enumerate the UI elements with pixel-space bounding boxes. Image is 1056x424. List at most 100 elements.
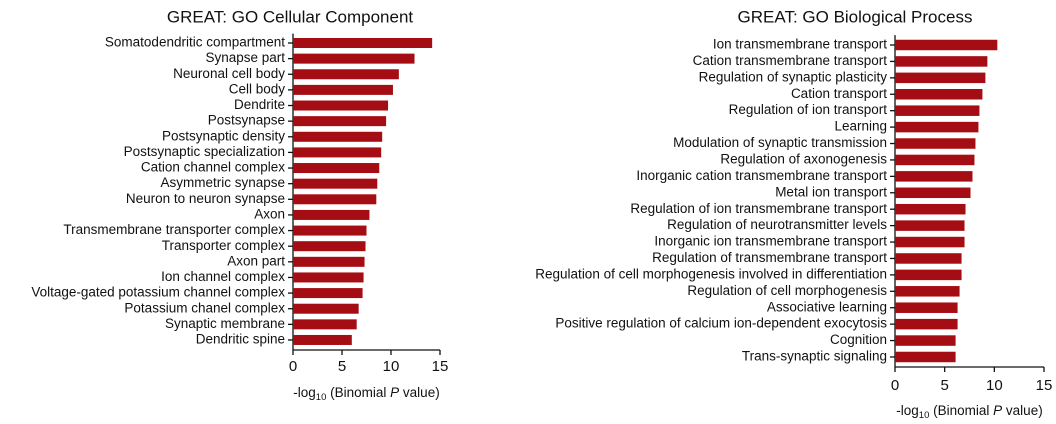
category-label: Ion transmembrane transport	[713, 37, 887, 52]
category-label: Associative learning	[767, 299, 887, 314]
bar	[293, 38, 433, 48]
bar	[895, 121, 979, 133]
bar	[895, 253, 962, 264]
x-axis-label: -log10 (Binomial P value)	[293, 385, 439, 403]
x-axis-label: -log10 (Binomial P value)	[896, 403, 1042, 421]
x-axis-label-part: P	[390, 385, 399, 400]
category-label: Synaptic membrane	[165, 316, 285, 331]
bar	[293, 241, 366, 252]
bar	[293, 272, 364, 283]
bar	[895, 187, 971, 199]
category-label: Voltage-gated potassium channel complex	[31, 285, 285, 300]
category-label: Regulation of transmembrane transport	[652, 250, 887, 265]
category-label: Cation transport	[791, 86, 887, 101]
x-tick-label: 0	[891, 377, 899, 394]
chart-title: GREAT: GO Biological Process	[738, 7, 973, 26]
x-axis-label-part: P	[993, 403, 1002, 418]
bar	[293, 334, 352, 345]
bar	[895, 351, 956, 363]
category-label: Transporter complex	[162, 238, 286, 253]
category-label: Postsynaptic density	[162, 128, 285, 143]
bar	[293, 53, 415, 64]
bar	[895, 138, 976, 149]
bar	[895, 105, 980, 116]
bar	[293, 256, 365, 267]
category-label: Synapse part	[205, 50, 285, 65]
category-label: Inorganic cation transmembrane transport	[636, 168, 887, 183]
bar	[895, 236, 965, 248]
x-axis-label-part: 10	[316, 392, 327, 403]
bar	[293, 194, 377, 205]
category-label: Postsynapse	[208, 113, 285, 128]
bar	[895, 286, 960, 297]
x-tick-label: 5	[338, 358, 346, 375]
category-label: Inorganic ion transmembrane transport	[654, 234, 887, 249]
category-label: Trans-synaptic signaling	[742, 349, 887, 364]
bar	[293, 209, 370, 220]
x-tick-label: 5	[940, 377, 948, 394]
x-axis-label-part: 10	[919, 410, 930, 421]
category-label: Regulation of synaptic plasticity	[699, 69, 888, 84]
bar	[293, 303, 359, 314]
category-label: Dendritic spine	[196, 332, 285, 347]
category-label: Regulation of cell morphogenesis involve…	[535, 266, 887, 281]
x-axis-label-part: (Binomial	[929, 403, 993, 418]
bar	[293, 116, 387, 127]
category-label: Neuron to neuron synapse	[126, 191, 285, 206]
x-axis-label-part: -log	[293, 385, 316, 400]
bar	[293, 288, 363, 299]
bar	[293, 69, 399, 80]
x-tick-label: 10	[986, 377, 1003, 394]
bar	[895, 56, 988, 67]
bar	[895, 302, 958, 313]
bar	[293, 84, 393, 95]
chart-title: GREAT: GO Cellular Component	[167, 7, 414, 26]
x-tick-label: 0	[289, 358, 297, 375]
category-label: Cation transmembrane transport	[693, 53, 888, 68]
bar	[895, 318, 958, 330]
category-label: Cognition	[830, 332, 887, 347]
category-label: Regulation of cell morphogenesis	[687, 283, 887, 298]
category-label: Regulation of neurotransmitter levels	[667, 217, 887, 232]
bar	[895, 220, 965, 231]
category-label: Potassium chanel complex	[124, 300, 285, 315]
category-label: Cell body	[229, 81, 286, 96]
category-label: Regulation of axonogenesis	[720, 152, 887, 167]
x-tick-label: 15	[432, 358, 449, 375]
bar	[293, 319, 357, 330]
bar	[293, 178, 378, 189]
bar	[895, 171, 973, 182]
category-label: Ion channel complex	[161, 269, 285, 284]
bar	[293, 225, 367, 236]
category-label: Dendrite	[234, 97, 285, 112]
category-label: Modulation of synaptic transmission	[673, 135, 887, 150]
bar	[895, 39, 998, 51]
category-label: Regulation of ion transport	[729, 102, 888, 117]
category-label: Neuronal cell body	[173, 66, 285, 81]
x-axis-label-part: value)	[1002, 403, 1043, 418]
bar	[293, 100, 389, 111]
x-axis-label-part: value)	[399, 385, 440, 400]
category-label: Learning	[834, 119, 887, 134]
bar	[895, 203, 966, 215]
x-tick-label: 10	[383, 358, 400, 375]
category-label: Postsynaptic specialization	[124, 144, 285, 159]
bar	[895, 72, 986, 84]
category-label: Metal ion transport	[775, 184, 887, 199]
x-axis-label-part: (Binomial	[326, 385, 390, 400]
x-tick-label: 15	[1036, 377, 1053, 394]
bar	[293, 163, 380, 174]
bar	[895, 335, 956, 346]
bar	[293, 131, 383, 142]
category-label: Asymmetric synapse	[160, 175, 285, 190]
bar	[895, 89, 983, 100]
category-label: Axon	[254, 206, 285, 221]
category-label: Transmembrane transporter complex	[63, 222, 285, 237]
category-label: Cation channel complex	[141, 160, 285, 175]
category-label: Somatodendritic compartment	[105, 35, 285, 50]
category-label: Axon part	[227, 253, 285, 268]
bar	[293, 147, 382, 158]
category-label: Regulation of ion transmembrane transpor…	[630, 201, 887, 216]
bar	[895, 154, 975, 166]
